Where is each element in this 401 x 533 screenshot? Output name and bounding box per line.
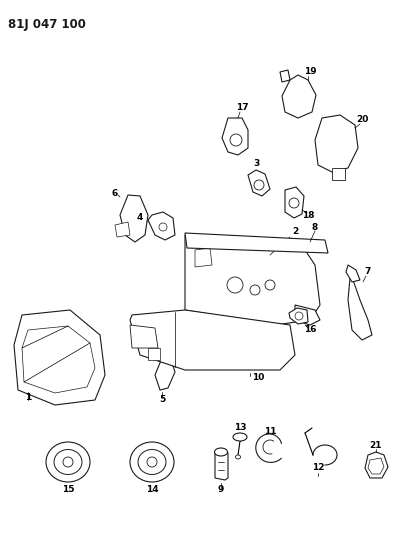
Text: 3: 3: [253, 159, 259, 168]
Circle shape: [147, 457, 157, 467]
Text: 13: 13: [233, 424, 246, 432]
Ellipse shape: [54, 449, 82, 474]
Text: 4: 4: [136, 214, 143, 222]
Polygon shape: [247, 170, 269, 196]
Polygon shape: [221, 118, 247, 155]
Ellipse shape: [130, 442, 174, 482]
Text: 16: 16: [303, 326, 316, 335]
Polygon shape: [120, 195, 148, 242]
Text: 19: 19: [303, 68, 316, 77]
Text: 5: 5: [158, 395, 165, 405]
Circle shape: [63, 457, 73, 467]
Polygon shape: [331, 168, 344, 180]
Text: 9: 9: [217, 486, 224, 495]
Text: 1: 1: [25, 393, 31, 402]
Ellipse shape: [46, 442, 90, 482]
Ellipse shape: [214, 448, 227, 456]
Polygon shape: [194, 248, 211, 267]
Text: 10: 10: [251, 374, 263, 383]
Circle shape: [264, 280, 274, 290]
Circle shape: [294, 312, 302, 320]
Polygon shape: [314, 115, 357, 172]
Text: 12: 12: [311, 464, 324, 472]
Text: 20: 20: [355, 116, 367, 125]
Polygon shape: [284, 187, 303, 218]
Text: 18: 18: [301, 211, 314, 220]
Text: 17: 17: [235, 103, 248, 112]
Polygon shape: [130, 325, 158, 348]
Text: 81J 047 100: 81J 047 100: [8, 18, 86, 31]
Polygon shape: [281, 75, 315, 118]
Polygon shape: [294, 305, 319, 325]
Polygon shape: [288, 308, 307, 324]
Polygon shape: [364, 452, 387, 478]
Polygon shape: [155, 357, 174, 390]
Polygon shape: [367, 458, 383, 474]
Text: 6: 6: [111, 189, 118, 198]
Text: 8: 8: [311, 223, 317, 232]
Polygon shape: [14, 310, 105, 405]
Circle shape: [249, 285, 259, 295]
Circle shape: [288, 198, 298, 208]
Polygon shape: [184, 233, 327, 253]
Polygon shape: [130, 310, 294, 370]
Circle shape: [229, 134, 241, 146]
Polygon shape: [345, 265, 359, 282]
Text: 2: 2: [291, 228, 298, 237]
Polygon shape: [115, 222, 130, 237]
Text: 7: 7: [364, 268, 370, 277]
Text: 11: 11: [263, 427, 275, 437]
Ellipse shape: [138, 449, 166, 474]
Polygon shape: [148, 212, 174, 240]
Polygon shape: [148, 348, 160, 360]
Text: 21: 21: [369, 440, 381, 449]
Polygon shape: [184, 235, 319, 325]
Polygon shape: [279, 70, 289, 82]
Text: 14: 14: [145, 486, 158, 495]
Circle shape: [159, 223, 166, 231]
Circle shape: [253, 180, 263, 190]
Ellipse shape: [235, 455, 240, 459]
Polygon shape: [347, 278, 371, 340]
Text: 15: 15: [62, 486, 74, 495]
Ellipse shape: [233, 433, 246, 441]
Polygon shape: [22, 326, 95, 393]
Circle shape: [227, 277, 242, 293]
Polygon shape: [215, 451, 227, 480]
